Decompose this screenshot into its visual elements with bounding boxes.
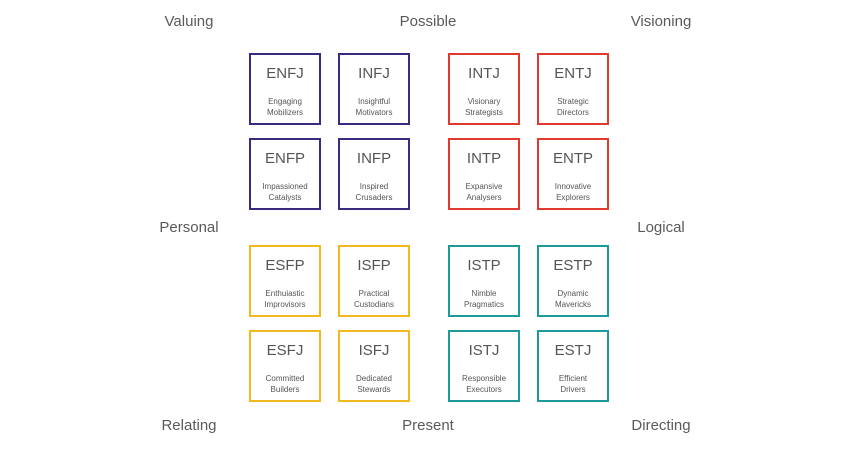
type-description-line-2: Pragmatics	[463, 300, 504, 309]
type-code: ESFJ	[266, 342, 304, 359]
type-box-enfp: ENFP Impassioned Catalysts	[249, 138, 321, 210]
type-box-isfp: ISFP Practical Custodians	[338, 245, 410, 317]
type-box-enfj: ENFJ Engaging Mobilizers	[249, 53, 321, 125]
type-code: ENTJ	[554, 65, 592, 82]
type-code: ENFJ	[266, 65, 304, 82]
type-box-entp: ENTP Innovative Explorers	[537, 138, 609, 210]
type-description: Expansive Analysers	[450, 181, 518, 203]
type-box-esfp: ESFP Enthuiastic Improvisors	[249, 245, 321, 317]
type-box-intp: INTP Expansive Analysers	[448, 138, 520, 210]
type-description: Innovative Explorers	[539, 181, 607, 203]
type-box-intj: INTJ Visionary Strategists	[448, 53, 520, 125]
type-description-line-1: Expansive	[465, 182, 503, 191]
type-description-line-1: Insightful	[357, 97, 391, 106]
axis-label-personal: Personal	[159, 219, 219, 236]
type-description-line-2: Crusaders	[355, 193, 393, 202]
type-description: Engaging Mobilizers	[251, 96, 319, 118]
type-description-line-2: Analysers	[466, 193, 502, 202]
type-description-line-1: Practical	[358, 289, 390, 298]
type-description-line-2: Builders	[270, 385, 300, 394]
type-box-infj: INFJ Insightful Motivators	[338, 53, 410, 125]
type-description-line-1: Nimble	[471, 289, 497, 298]
axis-label-present: Present	[402, 417, 454, 434]
type-code: ISTJ	[468, 342, 500, 359]
type-code: ENTP	[552, 150, 593, 167]
axis-label-logical: Logical	[637, 219, 685, 236]
type-box-istj: ISTJ Responsible Executors	[448, 330, 520, 402]
type-description-line-1: Dedicated	[355, 374, 393, 383]
type-code: INFP	[356, 150, 392, 167]
type-code: ESFP	[265, 257, 305, 274]
type-code: ISFP	[357, 257, 391, 274]
type-description-line-2: Custodians	[353, 300, 395, 309]
type-description-line-2: Executors	[466, 385, 502, 394]
type-box-isfj: ISFJ Dedicated Stewards	[338, 330, 410, 402]
axis-label-valuing: Valuing	[164, 13, 214, 30]
type-description: Impassioned Catalysts	[251, 181, 319, 203]
type-code: ESTJ	[554, 342, 592, 359]
type-description-line-2: Mavericks	[554, 300, 591, 309]
type-description-line-2: Improvisors	[264, 300, 306, 309]
type-description-line-1: Efficient	[558, 374, 588, 383]
type-description-line-2: Strategists	[465, 108, 503, 117]
type-code: INTP	[466, 150, 502, 167]
type-description-line-2: Stewards	[357, 385, 391, 394]
type-description-line-1: Strategic	[557, 97, 589, 106]
type-description: Practical Custodians	[340, 288, 408, 310]
type-code: ISFJ	[358, 342, 390, 359]
type-description: Dynamic Mavericks	[539, 288, 607, 310]
type-description-line-1: Enthuiastic	[265, 289, 305, 298]
axis-label-visioning: Visioning	[630, 13, 692, 30]
type-description-line-1: Innovative	[554, 182, 592, 191]
type-description: Responsible Executors	[450, 373, 518, 395]
axis-label-directing: Directing	[631, 417, 691, 434]
axis-label-relating: Relating	[161, 417, 217, 434]
type-box-estp: ESTP Dynamic Mavericks	[537, 245, 609, 317]
type-description-line-1: Visionary	[467, 97, 501, 106]
type-description-line-2: Catalysts	[268, 193, 302, 202]
type-description: Enthuiastic Improvisors	[251, 288, 319, 310]
type-description-line-2: Mobilizers	[266, 108, 303, 117]
type-description-line-1: Responsible	[461, 374, 507, 383]
type-description-line-1: Impassioned	[262, 182, 308, 191]
type-description: Strategic Directors	[539, 96, 607, 118]
type-description: Insightful Motivators	[340, 96, 408, 118]
type-description: Efficient Drivers	[539, 373, 607, 395]
type-code: INTJ	[468, 65, 500, 82]
type-description-line-1: Dynamic	[557, 289, 589, 298]
type-description-line-1: Committed	[265, 374, 305, 383]
type-code: ENFP	[264, 150, 305, 167]
type-box-estj: ESTJ Efficient Drivers	[537, 330, 609, 402]
type-description-line-2: Motivators	[355, 108, 393, 117]
type-description-line-2: Drivers	[560, 385, 586, 394]
type-description: Nimble Pragmatics	[450, 288, 518, 310]
type-description-line-1: Engaging	[268, 97, 302, 106]
axis-label-possible: Possible	[399, 13, 457, 30]
type-description-line-2: Explorers	[556, 193, 590, 202]
type-box-esfj: ESFJ Committed Builders	[249, 330, 321, 402]
type-description-line-2: Directors	[556, 108, 589, 117]
type-box-entj: ENTJ Strategic Directors	[537, 53, 609, 125]
type-description: Committed Builders	[251, 373, 319, 395]
type-description: Inspired Crusaders	[340, 181, 408, 203]
type-description: Dedicated Stewards	[340, 373, 408, 395]
type-box-infp: INFP Inspired Crusaders	[338, 138, 410, 210]
type-description-line-1: Inspired	[359, 182, 389, 191]
type-code: ESTP	[553, 257, 593, 274]
type-code: INFJ	[358, 65, 390, 82]
type-code: ISTP	[467, 257, 501, 274]
type-description: Visionary Strategists	[450, 96, 518, 118]
type-box-istp: ISTP Nimble Pragmatics	[448, 245, 520, 317]
